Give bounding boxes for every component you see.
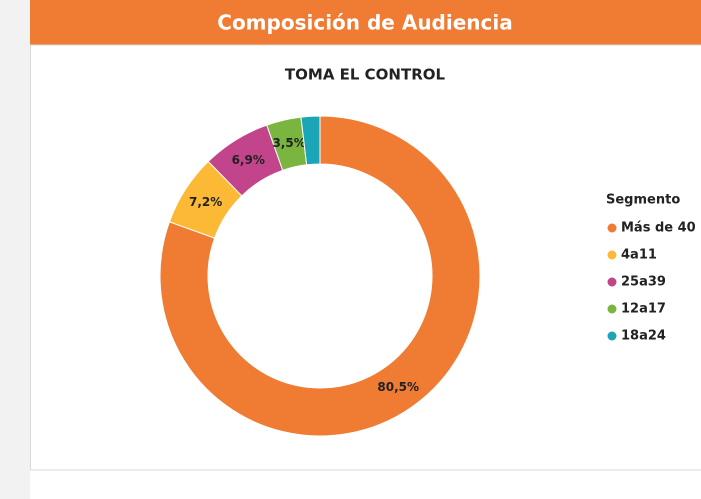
legend-swatch [607, 277, 617, 287]
legend-swatch [607, 223, 617, 233]
legend-label: 4a11 [621, 248, 657, 263]
header-title: Composición de Audiencia [217, 11, 512, 35]
legend-label: 25a39 [621, 275, 666, 290]
legend-swatch [607, 250, 617, 260]
slice-label: 80,5% [377, 380, 419, 394]
slice-label: 6,9% [232, 153, 265, 167]
legend-title: Segmento [606, 193, 680, 208]
chart-title: TOMA EL CONTROL [285, 66, 446, 84]
legend-label: 12a17 [621, 302, 666, 317]
slice-label: 7,2% [189, 195, 222, 209]
legend-swatch [607, 331, 617, 341]
legend-label: 18a24 [621, 329, 666, 344]
legend-label: Más de 40 [621, 221, 696, 236]
legend-swatch [607, 304, 617, 314]
donut-slice [159, 115, 481, 437]
slice-label: 3,5% [272, 136, 305, 150]
side-panel [0, 0, 30, 499]
header-bar [30, 0, 701, 45]
donut-slice [300, 115, 321, 166]
